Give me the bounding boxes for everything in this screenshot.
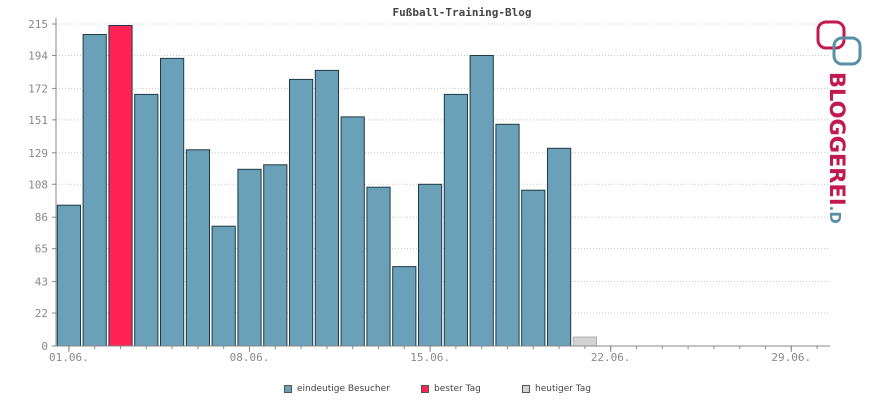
legend-label-best-day: bester Tag xyxy=(434,384,481,394)
legend-item-today: heutiger Tag xyxy=(522,384,591,394)
visitor-bar-chart: Fußball-Training-Blog 0 22 43 65 86 108 129 151… xyxy=(28,6,830,364)
bar-visitors xyxy=(340,116,365,347)
bar-visitors xyxy=(469,55,494,347)
y-tick-label: 215 xyxy=(28,18,48,31)
bar-visitors xyxy=(366,186,391,347)
bar-visitors xyxy=(289,78,314,347)
y-tick-label: 22 xyxy=(35,307,48,320)
y-tick-label: 172 xyxy=(28,82,48,95)
bar-visitors xyxy=(443,93,468,347)
bar-visitors xyxy=(263,164,288,347)
y-tick-label: 0 xyxy=(41,340,48,353)
tick-labels: 0 22 43 65 86 108 129 151 172 194 215 01.06. 08.06. 1… xyxy=(28,18,811,364)
bar-best-day xyxy=(108,25,133,347)
legend-swatch-today xyxy=(522,385,530,393)
y-tick-label: 43 xyxy=(35,276,48,289)
bar-visitors xyxy=(392,266,417,347)
legend-label-today: heutiger Tag xyxy=(535,384,592,394)
bar-visitors xyxy=(134,93,159,347)
legend-item-best-day: bester Tag xyxy=(421,384,481,394)
bar-visitors xyxy=(495,123,520,347)
bloggerei-logo-icon xyxy=(816,20,862,66)
x-tick-label: 22.06. xyxy=(591,351,631,364)
legend-swatch-best-day xyxy=(421,385,429,393)
bar-visitors xyxy=(211,225,236,347)
y-tick-label: 194 xyxy=(28,49,48,62)
bar-visitors xyxy=(82,34,107,347)
bar-visitors xyxy=(56,204,81,347)
legend-swatch-visitors xyxy=(284,385,292,393)
axes xyxy=(52,18,830,352)
legend-item-visitors: eindeutige Besucher xyxy=(284,384,390,394)
y-tick-label: 65 xyxy=(35,243,48,256)
x-tick-label: 29.06. xyxy=(771,351,811,364)
bar-visitors xyxy=(521,189,546,347)
bar-visitors xyxy=(418,183,443,347)
bloggerei-logo-text: BLOGGEREI.DE xyxy=(825,72,849,224)
bar-visitors xyxy=(314,69,339,347)
x-tick-label: 15.06. xyxy=(410,351,450,364)
legend-label-visitors: eindeutige Besucher xyxy=(297,384,390,394)
x-tick-label: 01.06. xyxy=(49,351,89,364)
y-tick-label: 151 xyxy=(28,114,48,127)
bar-visitors xyxy=(237,168,262,347)
bar-visitors xyxy=(185,149,211,347)
bars xyxy=(56,25,597,347)
bloggerei-logo: BLOGGEREI.DE xyxy=(812,14,870,234)
x-tick-label: 08.06. xyxy=(230,351,270,364)
legend: eindeutige Besucher bester Tag heutiger … xyxy=(0,384,870,398)
y-tick-label: 86 xyxy=(35,211,48,224)
bar-today xyxy=(572,336,597,347)
grid-lines xyxy=(56,23,830,314)
y-tick-label: 108 xyxy=(28,178,48,191)
bar-visitors xyxy=(160,57,185,347)
bar-visitors xyxy=(547,147,572,347)
chart-title: Fußball-Training-Blog xyxy=(392,6,531,19)
y-tick-label: 129 xyxy=(28,147,48,160)
